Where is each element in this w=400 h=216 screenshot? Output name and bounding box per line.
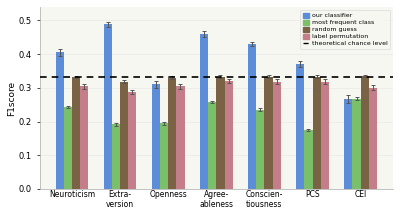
Bar [128,92,136,189]
Y-axis label: F1score: F1score [7,80,16,116]
Bar [273,82,281,189]
Bar [256,110,264,189]
Bar [304,130,312,189]
Bar [120,82,128,189]
Bar [216,77,224,189]
Bar [352,99,361,189]
Bar [176,86,184,189]
Bar [200,34,208,189]
Bar [168,78,176,189]
Bar [264,77,273,189]
Bar [296,64,304,189]
Bar [80,86,88,189]
Bar [72,77,80,189]
Bar [369,88,377,189]
Bar [361,76,369,189]
Bar [112,124,120,189]
Bar [64,107,72,189]
Bar [321,82,329,189]
Legend: our classifier, most frequent class, random guess, label permutation, theoretica: our classifier, most frequent class, ran… [300,10,390,49]
Bar [248,44,256,189]
Bar [224,81,233,189]
Bar [312,77,321,189]
Bar [56,52,64,189]
Bar [208,102,216,189]
Bar [160,123,168,189]
Bar [152,84,160,189]
Bar [344,99,352,189]
Bar [104,24,112,189]
